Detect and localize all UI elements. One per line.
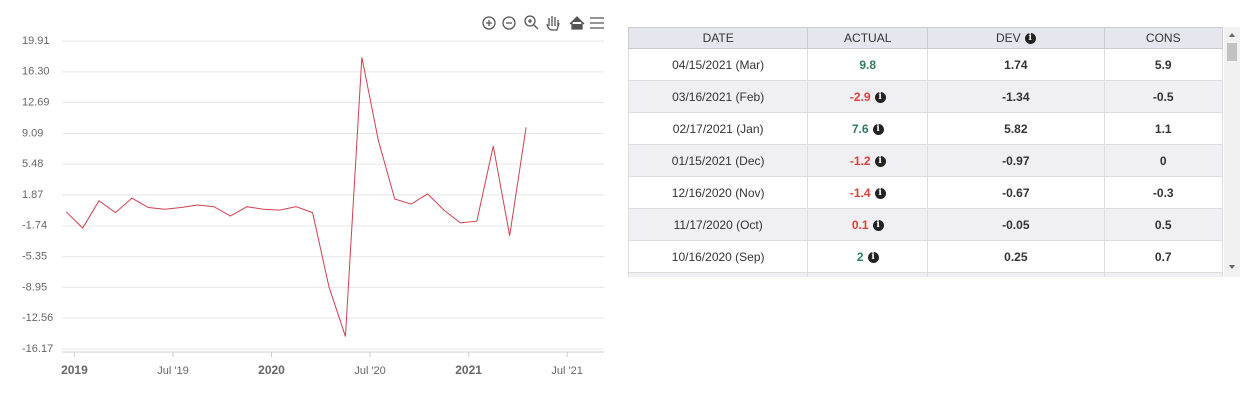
data-line bbox=[65, 57, 527, 337]
column-header: ACTUAL bbox=[807, 27, 929, 49]
y-tick-label: 5.48 bbox=[22, 158, 43, 170]
cons-cell: 1 bbox=[1103, 272, 1223, 277]
table-row: 10/16/2020 (Sep) 2 i 0.25 0.7 bbox=[628, 240, 1223, 273]
header-text: CONS bbox=[1145, 31, 1181, 45]
date-cell: 11/17/2020 (Oct) bbox=[628, 208, 809, 241]
info-icon[interactable]: i bbox=[874, 155, 886, 167]
actual-cell: 9.8 bbox=[807, 48, 929, 81]
date-cell: 10/16/2020 (Sep) bbox=[628, 240, 809, 273]
date-cell: 03/16/2021 (Feb) bbox=[628, 80, 809, 113]
menu[interactable] bbox=[590, 17, 604, 29]
y-tick-label: 12.69 bbox=[22, 97, 50, 109]
y-tick-label: -1.74 bbox=[22, 220, 47, 232]
actual-cell: 0.8i bbox=[807, 272, 929, 277]
pan[interactable] bbox=[546, 16, 560, 31]
actual-cell: 7.6 i bbox=[807, 112, 929, 145]
y-tick-label: -16.17 bbox=[22, 343, 53, 355]
actual-cell: -1.4 i bbox=[807, 176, 929, 209]
table-row: 03/16/2021 (Feb) -2.9 i -1.34 -0.5 bbox=[628, 80, 1223, 113]
header-text: DEV bbox=[995, 31, 1021, 45]
cons-cell: 0.5 bbox=[1103, 208, 1223, 241]
column-header: CONS bbox=[1103, 27, 1223, 49]
cons-cell: -0.3 bbox=[1103, 176, 1223, 209]
header-text: ACTUAL bbox=[844, 31, 892, 45]
chart: 19.91 16.30 12.69 9.09 5.48 1.87 -1.74 -5.35 -8.… bbox=[22, 15, 604, 377]
actual-value: 7.6 bbox=[851, 121, 869, 136]
dev-cell: 0.25 bbox=[927, 240, 1105, 273]
table-container: DATE ACTUAL DEV i CONS 04/15/2021 (Mar) 9.8 1.7… bbox=[628, 27, 1223, 277]
y-tick-label: 1.87 bbox=[22, 189, 43, 201]
date-cell: 04/15/2021 (Mar) bbox=[628, 48, 809, 81]
dev-cell: -0.08 bbox=[927, 272, 1105, 277]
info-icon[interactable]: i bbox=[872, 219, 884, 231]
scroll-arrows bbox=[1229, 33, 1235, 269]
info-icon[interactable]: i bbox=[874, 91, 886, 103]
date-cell: 12/16/2020 (Nov) bbox=[628, 176, 809, 209]
date-cell: 09/16/2020 (Aug) bbox=[628, 272, 809, 277]
actual-value: 9.8 bbox=[859, 57, 877, 72]
x-tick-label: 2021 bbox=[455, 363, 482, 377]
table-row: 11/17/2020 (Oct) 0.1 i -0.05 0.5 bbox=[628, 208, 1223, 241]
x-tick-label: 2019 bbox=[61, 363, 88, 377]
column-header: DEV i bbox=[927, 27, 1105, 49]
header-row: DATE ACTUAL DEV i CONS bbox=[628, 27, 1223, 49]
actual-value: 2 bbox=[856, 249, 864, 264]
date-cell: 02/17/2021 (Jan) bbox=[628, 112, 809, 145]
scroll-thumb[interactable] bbox=[1227, 43, 1237, 61]
column-header: DATE bbox=[628, 27, 809, 49]
x-tick-label: Jul '20 bbox=[354, 365, 385, 377]
y-tick-label: -8.95 bbox=[22, 281, 47, 293]
zoom[interactable] bbox=[524, 15, 536, 27]
table-row: 09/16/2020 (Aug)0.8i-0.081 bbox=[628, 272, 1223, 277]
actual-cell: -2.9 i bbox=[807, 80, 929, 113]
actual-value: 0.1 bbox=[851, 217, 869, 232]
actual-value: -1.4 bbox=[849, 185, 871, 200]
cons-cell: 1.1 bbox=[1103, 112, 1223, 145]
actual-value: -1.2 bbox=[849, 153, 871, 168]
header-text: DATE bbox=[702, 31, 734, 45]
table: DATE ACTUAL DEV i CONS 04/15/2021 (Mar) 9.8 1.7… bbox=[628, 27, 1223, 277]
y-tick-label: -5.35 bbox=[22, 251, 47, 263]
y-tick-label: 9.09 bbox=[22, 127, 43, 139]
table-row: 12/16/2020 (Nov) -1.4 i -0.67 -0.3 bbox=[628, 176, 1223, 209]
dev-cell: -0.67 bbox=[927, 176, 1105, 209]
table-row: 01/15/2021 (Dec) -1.2 i -0.97 0 bbox=[628, 144, 1223, 177]
y-tick-label: 16.30 bbox=[22, 66, 50, 78]
actual-value: -2.9 bbox=[849, 89, 871, 104]
info-icon[interactable]: i bbox=[872, 123, 884, 135]
dev-cell: -0.97 bbox=[927, 144, 1105, 177]
table-row: 02/17/2021 (Jan) 7.6 i 5.82 1.1 bbox=[628, 112, 1223, 145]
info-icon[interactable]: i bbox=[867, 251, 879, 263]
y-tick-label: -12.56 bbox=[22, 312, 53, 324]
cons-cell: 0.7 bbox=[1103, 240, 1223, 273]
zoom-in[interactable] bbox=[482, 16, 496, 30]
dev-cell: -1.34 bbox=[927, 80, 1105, 113]
x-tick-label: Jul '21 bbox=[551, 365, 582, 377]
info-icon[interactable]: i bbox=[874, 187, 886, 199]
actual-cell: -1.2 i bbox=[807, 144, 929, 177]
home[interactable] bbox=[569, 16, 585, 30]
x-tick-label: Jul '19 bbox=[157, 365, 188, 377]
info-icon[interactable]: i bbox=[1024, 33, 1036, 45]
dev-cell: 1.74 bbox=[927, 48, 1105, 81]
cons-cell: 5.9 bbox=[1103, 48, 1223, 81]
zoom-out[interactable] bbox=[502, 16, 516, 30]
y-tick-label: 19.91 bbox=[22, 35, 50, 47]
cons-cell: 0 bbox=[1103, 144, 1223, 177]
cons-cell: -0.5 bbox=[1103, 80, 1223, 113]
dev-cell: -0.05 bbox=[927, 208, 1105, 241]
toolbar bbox=[482, 15, 604, 31]
table-row: 04/15/2021 (Mar) 9.8 1.74 5.9 bbox=[628, 48, 1223, 81]
dev-cell: 5.82 bbox=[927, 112, 1105, 145]
actual-cell: 0.1 i bbox=[807, 208, 929, 241]
date-cell: 01/15/2021 (Dec) bbox=[628, 144, 809, 177]
x-tick-label: 2020 bbox=[258, 363, 285, 377]
scrollbar[interactable] bbox=[1224, 27, 1240, 277]
